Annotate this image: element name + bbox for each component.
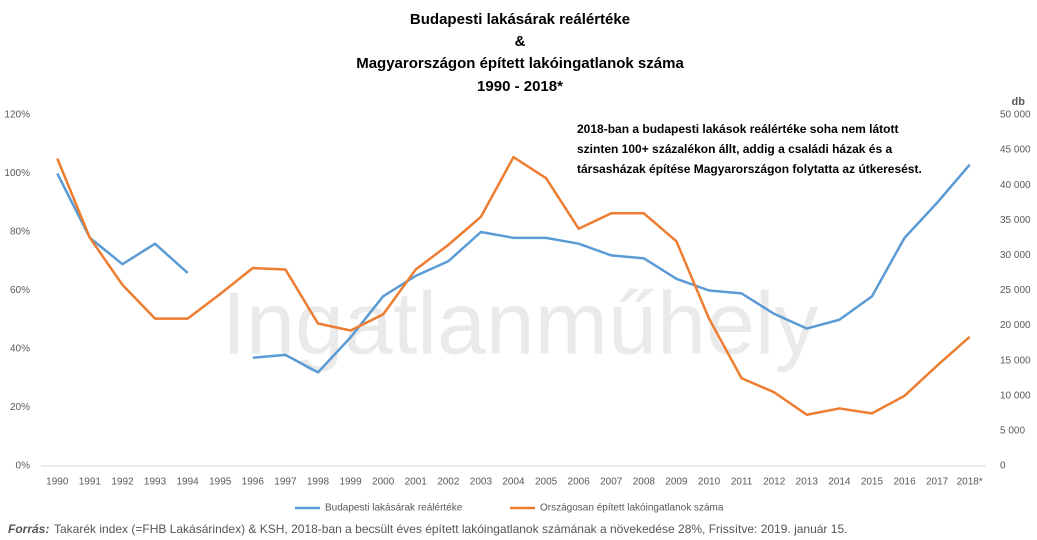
y2-tick-label: 5 000 <box>1000 426 1025 437</box>
y2-tick-label: 10 000 <box>1000 390 1031 401</box>
y2-tick-label: 30 000 <box>1000 250 1031 261</box>
x-tick-label: 1999 <box>339 477 362 488</box>
y2-tick-label: 40 000 <box>1000 180 1031 191</box>
x-tick-label: 2000 <box>372 477 395 488</box>
legend-label: Országosan épített lakóingatlanok száma <box>540 503 724 514</box>
x-tick-label: 1997 <box>274 477 297 488</box>
y2-tick-label: 35 000 <box>1000 215 1031 226</box>
x-tick-label: 1995 <box>209 477 232 488</box>
annotation: szinten 100+ százalékon állt, addig a cs… <box>577 142 892 156</box>
x-tick-label: 2011 <box>731 477 753 488</box>
x-tick-label: 2004 <box>502 477 525 488</box>
y-tick-label: 100% <box>4 168 30 179</box>
chart-title: & <box>515 33 526 50</box>
x-tick-label: 2008 <box>633 477 656 488</box>
chart-title: Magyarországon épített lakóingatlanok sz… <box>356 55 684 72</box>
y-tick-label: 0% <box>16 461 31 472</box>
series-line <box>56 163 971 374</box>
y-tick-label: 80% <box>10 227 30 238</box>
x-tick-label: 1998 <box>307 477 330 488</box>
chart-title: 1990 - 2018* <box>477 78 563 95</box>
chart-title: Budapesti lakásárak reálértéke <box>410 11 630 28</box>
x-tick-label: 1991 <box>79 477 102 488</box>
x-tick-label: 1996 <box>242 477 265 488</box>
x-tick-label: 2002 <box>437 477 460 488</box>
y2-tick-label: 15 000 <box>1000 355 1031 366</box>
x-tick-label: 2010 <box>698 477 721 488</box>
x-tick-label: 2013 <box>796 477 819 488</box>
y-tick-label: 20% <box>10 402 30 413</box>
source-label: Forrás: <box>8 522 49 536</box>
x-tick-label: 2012 <box>763 477 786 488</box>
x-tick-label: 1992 <box>111 477 134 488</box>
x-tick-label: 2001 <box>405 477 428 488</box>
y2-tick-label: 0 <box>1000 461 1006 472</box>
y2-tick-label: 25 000 <box>1000 285 1031 296</box>
annotation: 2018-ban a budapesti lakások reálértéke … <box>577 122 898 136</box>
x-tick-label: 1994 <box>177 477 200 488</box>
x-tick-label: 1993 <box>144 477 167 488</box>
x-tick-label: 2007 <box>600 477 623 488</box>
series-line <box>56 155 971 417</box>
y2-tick-label: 50 000 <box>1000 110 1031 121</box>
x-tick-label: 2016 <box>893 477 916 488</box>
x-tick-label: 2009 <box>665 477 688 488</box>
x-tick-label: 1990 <box>46 477 69 488</box>
y-tick-label: 120% <box>4 110 30 121</box>
y-tick-label: 40% <box>10 344 30 355</box>
y2-tick-label: 45 000 <box>1000 145 1031 156</box>
source-text: Takarék index (=FHB Lakásárindex) & KSH,… <box>54 522 847 536</box>
watermark: Ingatlanműhely <box>222 273 819 372</box>
annotation: társasházak építése Magyarországon folyt… <box>577 162 922 176</box>
x-tick-label: 2018* <box>957 477 983 488</box>
x-tick-label: 2014 <box>828 477 851 488</box>
x-tick-label: 2017 <box>926 477 949 488</box>
y-tick-label: 60% <box>10 285 30 296</box>
x-tick-label: 2003 <box>470 477 493 488</box>
y2-axis-label: db <box>1012 96 1026 108</box>
x-tick-label: 2005 <box>535 477 558 488</box>
x-tick-label: 2006 <box>568 477 591 488</box>
legend-label: Budapesti lakásárak reálértéke <box>325 503 463 514</box>
x-tick-label: 2015 <box>861 477 884 488</box>
y2-tick-label: 20 000 <box>1000 320 1031 331</box>
